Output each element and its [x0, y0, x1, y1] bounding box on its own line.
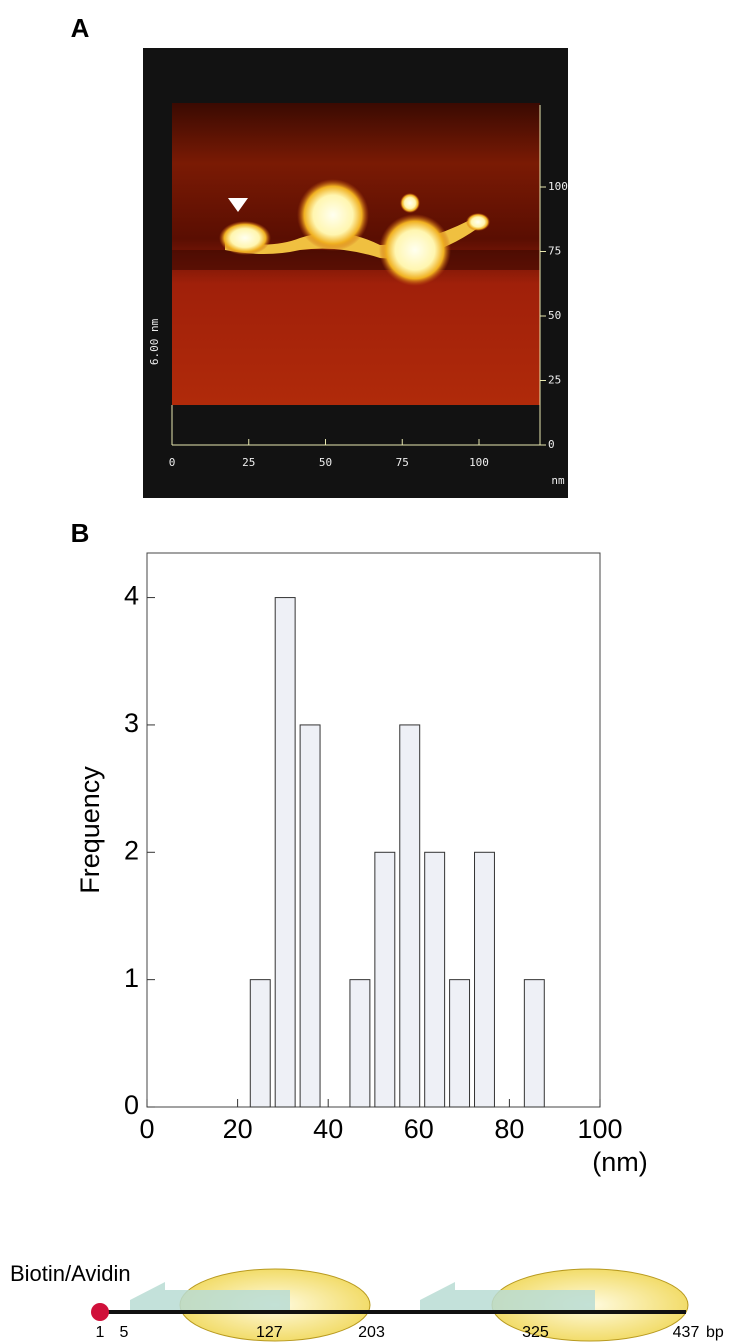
x-tick-label: 0 — [139, 1114, 154, 1144]
x-tick-label: 100 — [469, 456, 489, 469]
bar — [374, 851, 396, 1108]
y-tick-label: 50 — [548, 309, 561, 322]
x-tick-label: 0 — [169, 456, 176, 469]
bar — [249, 979, 271, 1108]
y-axis-label: Frequency — [75, 766, 105, 894]
panel-label: B — [71, 518, 90, 548]
x-tick-label: 80 — [494, 1114, 524, 1144]
y-tick-label: 0 — [124, 1090, 139, 1120]
bar — [299, 724, 321, 1108]
position-label: 437 — [673, 1324, 700, 1341]
z-label: 6.00 nm — [148, 318, 161, 365]
y-tick-label: 2 — [124, 835, 139, 865]
x-tick-label: 60 — [404, 1114, 434, 1144]
x-tick-label: 20 — [223, 1114, 253, 1144]
position-label: 325 — [522, 1324, 549, 1341]
y-tick-label: 1 — [124, 963, 139, 993]
y-tick-label: 3 — [124, 708, 139, 738]
y-tick-label: 25 — [548, 374, 561, 387]
bar — [399, 724, 421, 1108]
plot-frame — [146, 552, 601, 1108]
position-label: 127 — [256, 1324, 283, 1341]
biotin — [91, 1303, 109, 1321]
bar — [424, 851, 446, 1108]
bar — [523, 979, 545, 1108]
position-label: 203 — [358, 1324, 385, 1341]
bar — [349, 979, 371, 1108]
bar — [274, 597, 296, 1108]
afm-image — [143, 48, 568, 498]
x-tick-label: 75 — [396, 456, 409, 469]
y-tick-label: 0 — [548, 438, 555, 451]
y-tick-label: 100 — [548, 180, 568, 193]
panel-a: A 0 25 50 75 100 0 25 50 75 100 6.00 nm nm — [71, 13, 568, 487]
panel-c: Biotin/Avidin 1 5 127 203 325 437 bp — [10, 1261, 724, 1342]
x-tick-label: 25 — [242, 456, 255, 469]
bar — [449, 979, 471, 1108]
unit-label: bp — [706, 1324, 724, 1341]
x-tick-label: 100 — [577, 1114, 622, 1144]
x-tick-label: 50 — [319, 456, 332, 469]
x-tick-label: 40 — [313, 1114, 343, 1144]
y-tick-label: 4 — [124, 581, 139, 611]
y-tick-label: 75 — [548, 245, 561, 258]
x-axis-label: (nm) — [592, 1147, 648, 1177]
map-label: Biotin/Avidin — [10, 1261, 131, 1286]
x-unit: nm — [551, 474, 565, 487]
bar — [474, 851, 495, 1108]
position-label: 1 — [96, 1324, 105, 1341]
panel-label: A — [71, 13, 90, 43]
position-label: 5 — [120, 1324, 129, 1341]
